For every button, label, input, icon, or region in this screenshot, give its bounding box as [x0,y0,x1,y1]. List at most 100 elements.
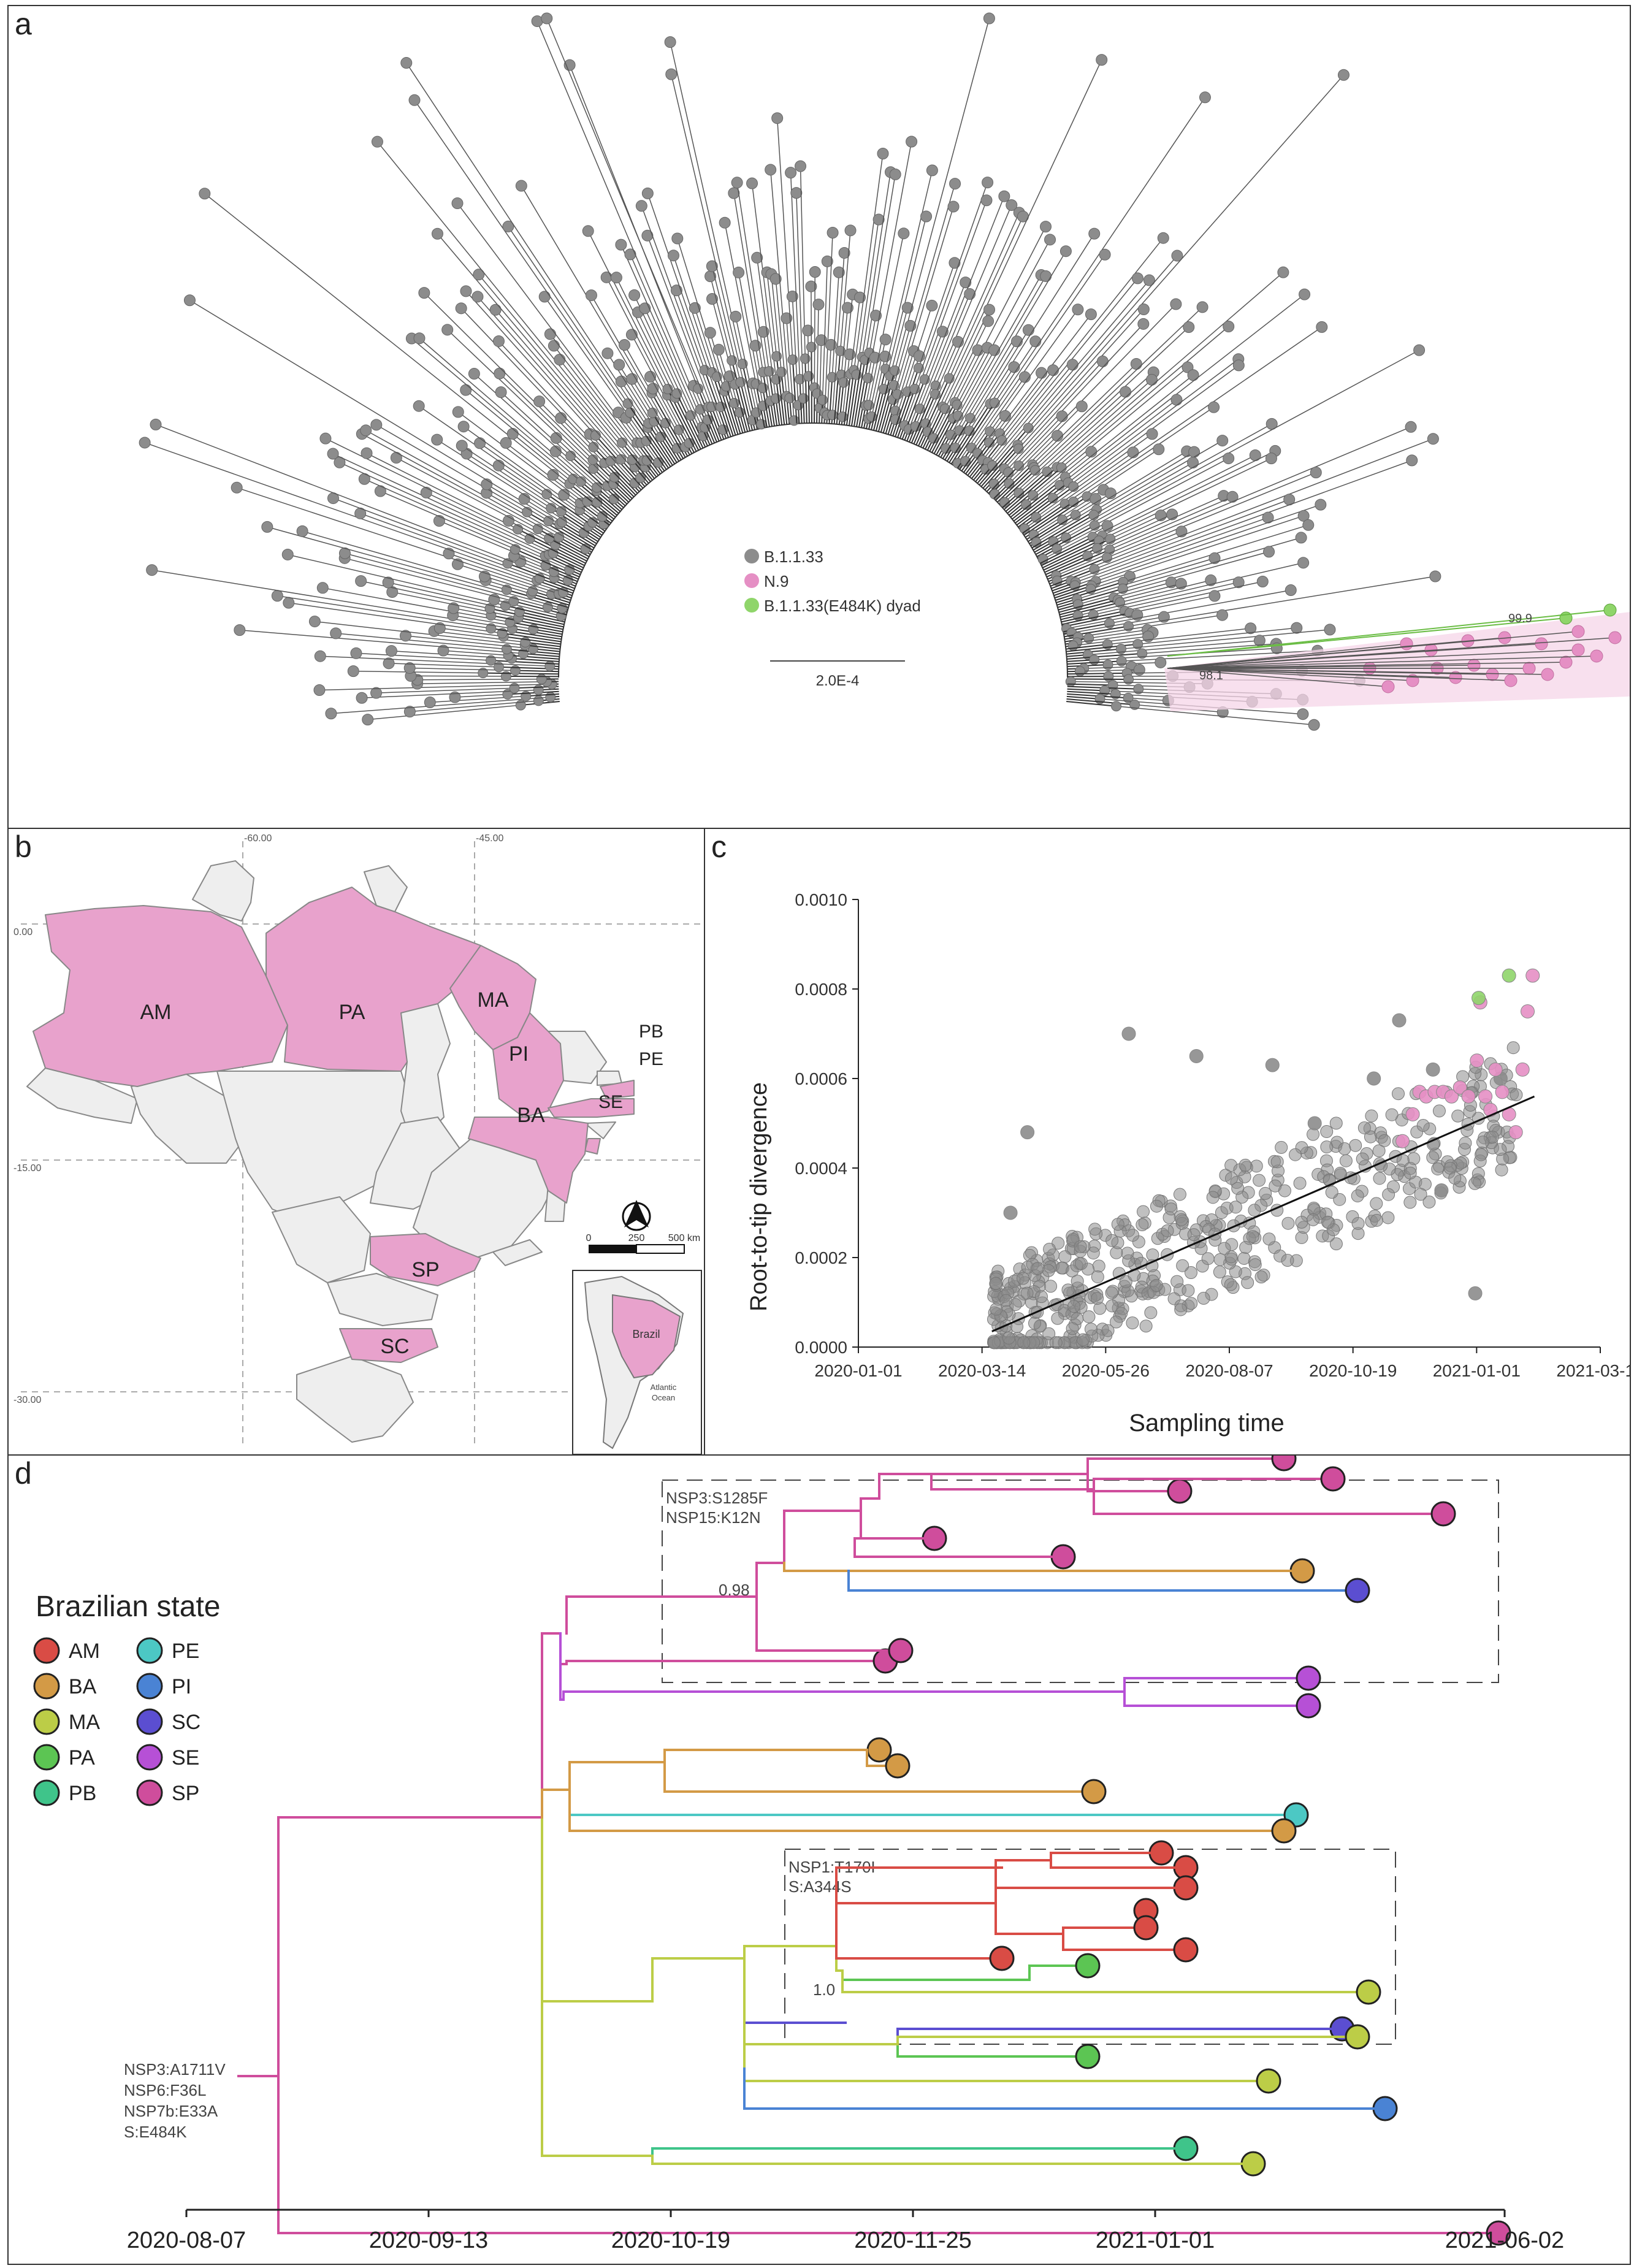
tree-a-branch [925,408,946,449]
inset-label-ocean: Ocean [652,1393,675,1402]
tree-a-tip [815,334,828,346]
tree-a-branch [1109,589,1291,624]
tree-a-branch [1033,514,1094,551]
tree-a-tip [1040,221,1052,233]
tree-a-branch [822,261,828,400]
tree-a-branch [1066,643,1138,652]
tree-a-tip [1013,443,1024,454]
tree-a-tip [833,266,845,278]
chart-c-point-b1133 [1074,1257,1088,1270]
tree-a-tip [1006,199,1018,212]
n9-tip [1541,668,1554,681]
state-label-sp: SP [411,1258,439,1281]
tree-a-tip [1137,648,1148,659]
tree-a-tip [441,324,454,336]
tree-a-tip [478,668,489,679]
tree-a-branch [513,600,567,616]
tree-a-branch [437,233,636,468]
tree-a-tip [1285,584,1297,597]
box1-label-2: NSP15:K12N [666,1508,761,1527]
panel-b-letter: b [15,830,32,864]
chart-c-point-b1133 [1278,1184,1291,1197]
tree-d-tip-sp [1430,1501,1456,1527]
tree-a-tip [1116,655,1127,666]
lon-label-45: -45.00 [476,833,503,844]
inset-map: Brazil Atlantic Ocean [572,1270,702,1454]
tree-a-branch [519,611,565,623]
tree-a-tip [1130,357,1142,370]
chart-c-point-b1133 [1370,1197,1383,1210]
tree-a-tip [390,452,402,464]
tree-a-tip [671,232,684,245]
tree-a-branch [736,182,771,401]
tree-a-branch [893,326,911,386]
chart-c-point-b1133 [1150,1199,1163,1213]
chart-c-point-b1133 [1451,1109,1465,1123]
tree-a-branch [1056,581,1123,603]
tree-a-tip [751,251,763,264]
chart-c-xlabel: Sampling time [1129,1410,1284,1437]
tree-a-branch [907,356,920,392]
tree-a-tip [355,575,367,587]
tree-a-branch [977,415,1006,454]
chart-c-point-n-9 [1461,1089,1476,1104]
tree-a-branch [711,372,734,437]
legend-a: B.1.1.33 N.9 B.1.1.33(E484K) dyad [744,548,921,615]
tree-d-tip-ma [1356,1979,1381,2005]
tree-a-branch [546,18,709,407]
tree-d-tip-ba [1081,1779,1107,1804]
chart-c-point-b1133 [1185,1297,1198,1310]
tree-a-tip [704,327,716,339]
tree-a-branch [1077,562,1304,616]
tree-a-branch [589,433,635,484]
tree-a-branch [1109,496,1233,551]
tree-a-tip [1297,510,1310,522]
tree-a-branch [848,374,857,426]
tree-a-branch [1045,555,1088,575]
chart-c-point-b1133 [1176,1259,1189,1272]
tree-a-branch [555,451,597,488]
chart-c-point-n-9 [1508,1125,1523,1140]
tree-a-branch [646,440,667,470]
tree-a-tip [1316,321,1328,333]
tree-a-branch [521,185,678,449]
tree-a-branch [942,430,960,459]
tree-a-branch [892,183,956,400]
legend-d-dot-se [136,1744,163,1771]
tree-a-branch [1061,614,1094,623]
tree-a-tip [433,622,446,634]
tree-a-branch [1059,601,1120,618]
tree-a-tip [719,216,731,229]
chart-c-point-b1133 [1403,1166,1417,1180]
tree-a-tip [565,450,576,461]
tree-a-branch [439,520,546,566]
tree-a-branch [644,308,704,437]
tree-a-branch [440,627,504,637]
legend-d-dot-sc [136,1708,163,1735]
tree-a-branch [1077,557,1215,600]
tree-a-tip [338,547,351,559]
chart-c-point-n-9 [1525,968,1540,983]
tree-a-branch [1121,650,1318,662]
tree-a-branch [499,373,614,485]
legend-a-dot-b1133 [744,549,759,563]
chart-c-point-b1133 [1468,1177,1481,1190]
chart-c-point-b1133 [1338,1142,1351,1156]
chart-c-point-b1133 [1126,1229,1140,1242]
tree-a-branch [734,384,749,432]
chart-c-point-b1133 [1101,1324,1115,1337]
tree-a-tip [600,271,613,283]
tree-a-tip [585,289,597,302]
tree-a-tip [370,687,383,699]
n9-branch [1167,631,1579,669]
tree-a-tip [1188,446,1201,458]
tree-a-branch [323,587,511,623]
chart-c-y-tick-label: 0.0000 [795,1338,847,1357]
tree-a-tip [731,177,743,189]
tree-a-branch [995,464,1033,501]
chart-c-point-b1133 [989,1277,1002,1290]
tree-a-branch [1056,426,1411,576]
tree-a-branch [520,561,568,581]
legend-d-label-se: SE [172,1746,199,1770]
tree-a-tip [455,302,467,315]
